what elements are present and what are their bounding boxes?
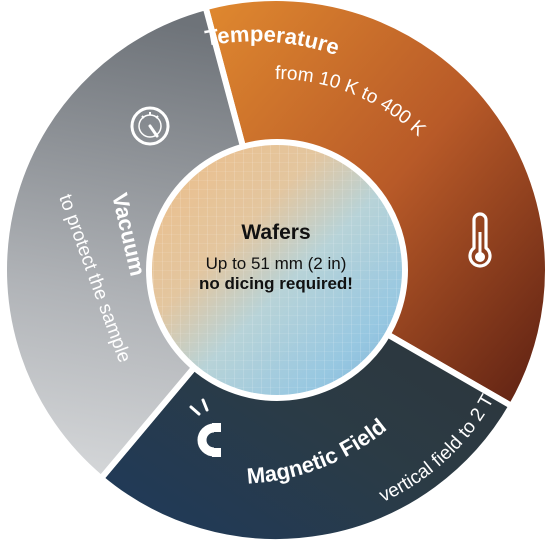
thermometer-icon — [468, 212, 492, 268]
wafer-image — [146, 139, 408, 401]
magnet-icon — [189, 398, 221, 457]
center-note: no dicing required! — [199, 274, 353, 293]
center-label: Wafers Up to 51 mm (2 in) no dicing requ… — [176, 220, 376, 294]
pressure-gauge-icon — [130, 106, 170, 146]
vacuum-segment — [1, 4, 279, 482]
center-title: Wafers — [241, 221, 311, 244]
magnetic-segment — [98, 267, 515, 545]
center-subtitle: Up to 51 mm (2 in) — [205, 254, 347, 273]
